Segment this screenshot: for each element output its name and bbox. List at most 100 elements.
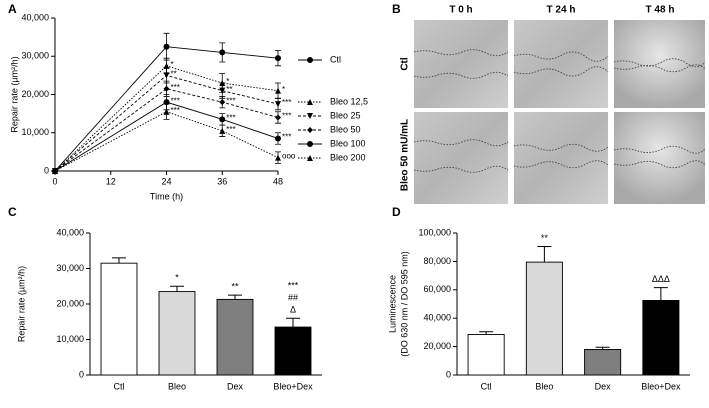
bar [274,326,312,376]
significance-label: ** [231,282,239,292]
legend-marker [307,155,313,161]
significance-label: *** [171,96,180,105]
error-bar [653,287,668,301]
y-tick-label: 100,000 [418,227,451,237]
micrograph [414,112,508,204]
significance-label: *** [226,113,235,122]
y-axis-label: Luminescence [387,275,397,333]
significance-label: * [171,60,174,69]
error-bar [170,285,184,292]
significance-label: ** [541,233,549,243]
legend-label: Bleo 50 [330,124,361,134]
significance-label: *** [282,98,291,107]
bar [216,298,254,376]
significance-label: ** [171,69,177,78]
y-tick-label: 10,000 [21,127,49,137]
y-tick-label: 0 [44,165,49,175]
micrograph [514,112,608,204]
series-line [54,101,279,172]
x-tick-label: 0 [52,176,57,186]
x-axis-label: Time (h) [150,191,183,201]
y-tick-label: 30,000 [21,51,49,61]
data-point [163,62,170,69]
data-point [219,87,226,94]
error-bar [537,245,552,263]
micrograph [514,20,608,108]
x-tick-label: 36 [217,176,227,186]
data-point [275,55,281,62]
bar [525,261,563,376]
legend-marker [307,99,313,105]
bar [584,348,622,376]
bar [467,334,505,376]
data-point [163,85,170,92]
x-tick-label: 48 [273,176,283,186]
panel-letter: C [8,205,17,219]
y-tick-label: 80,000 [423,256,451,266]
y-tick-label: 20,000 [21,89,49,99]
series-line [54,74,279,172]
significance-label: ΔΔΔ [652,274,670,284]
significance-label: ** [226,85,232,94]
legend-label: Bleo 12,5 [330,96,368,106]
data-point [275,114,281,121]
panel-letter: B [392,2,401,16]
image-panel: B T 0 h T 24 h T 48 h Ctl Bleo 50 mU/mL [392,2,706,204]
data-point [52,168,58,174]
y-tick-label: 40,000 [423,313,451,323]
x-tick-label: Ctl [114,381,125,391]
significance-label: *** [282,112,291,121]
data-point [163,72,170,79]
series-line [54,88,279,172]
significance-label: * [175,273,179,283]
significance-label: ooo [282,152,296,161]
legend-label: Bleo 100 [330,138,366,148]
data-point [163,43,170,50]
x-tick-label: Bleo [168,381,186,391]
data-point [275,154,281,161]
y-tick-label: 0 [446,369,451,379]
error-bar [479,331,494,335]
y-tick-label: 20,000 [423,341,451,351]
y-axis-label: (DO 630 nm / DO 595 nm) [399,251,409,357]
y-tick-label: 10,000 [56,334,84,344]
data-point [163,99,170,106]
legend-marker [307,127,313,133]
x-tick-label: Ctl [481,381,492,391]
significance-label: ## [288,293,298,303]
legend-label: Bleo 200 [330,152,366,162]
y-tick-label: 0 [79,369,84,379]
significance-label: *** [282,133,291,142]
y-tick-label: 30,000 [56,263,84,273]
y-tick-label: 60,000 [423,284,451,294]
y-axis-label: Repair rate (µm²/h) [9,56,19,132]
y-tick-label: 20,000 [56,298,84,308]
significance-label: Δ [290,305,296,315]
data-point [163,108,170,115]
row-header: Ctl [400,57,411,71]
x-tick-label: 12 [106,176,116,186]
legend-label: Bleo 25 [330,110,361,120]
legend-marker [307,57,313,63]
data-point [275,135,281,142]
error-bar [286,317,300,328]
column-header: T 24 h [547,5,576,16]
significance-label: *** [226,125,235,134]
x-tick-label: Bleo+Dex [273,381,313,391]
bar [642,300,680,376]
micrograph [614,20,705,108]
column-header: T 0 h [449,5,472,16]
y-tick-label: 40,000 [56,227,84,237]
significance-label: *** [171,106,180,115]
data-point [275,101,281,108]
x-tick-label: Dex [595,381,612,391]
significance-label: * [282,85,285,94]
column-header: T 48 h [646,5,675,16]
legend-marker [307,113,313,119]
significance-label: *** [288,281,299,291]
significance-label: *** [171,83,180,92]
bar [158,291,196,376]
data-point [219,127,226,134]
data-point [275,87,281,94]
